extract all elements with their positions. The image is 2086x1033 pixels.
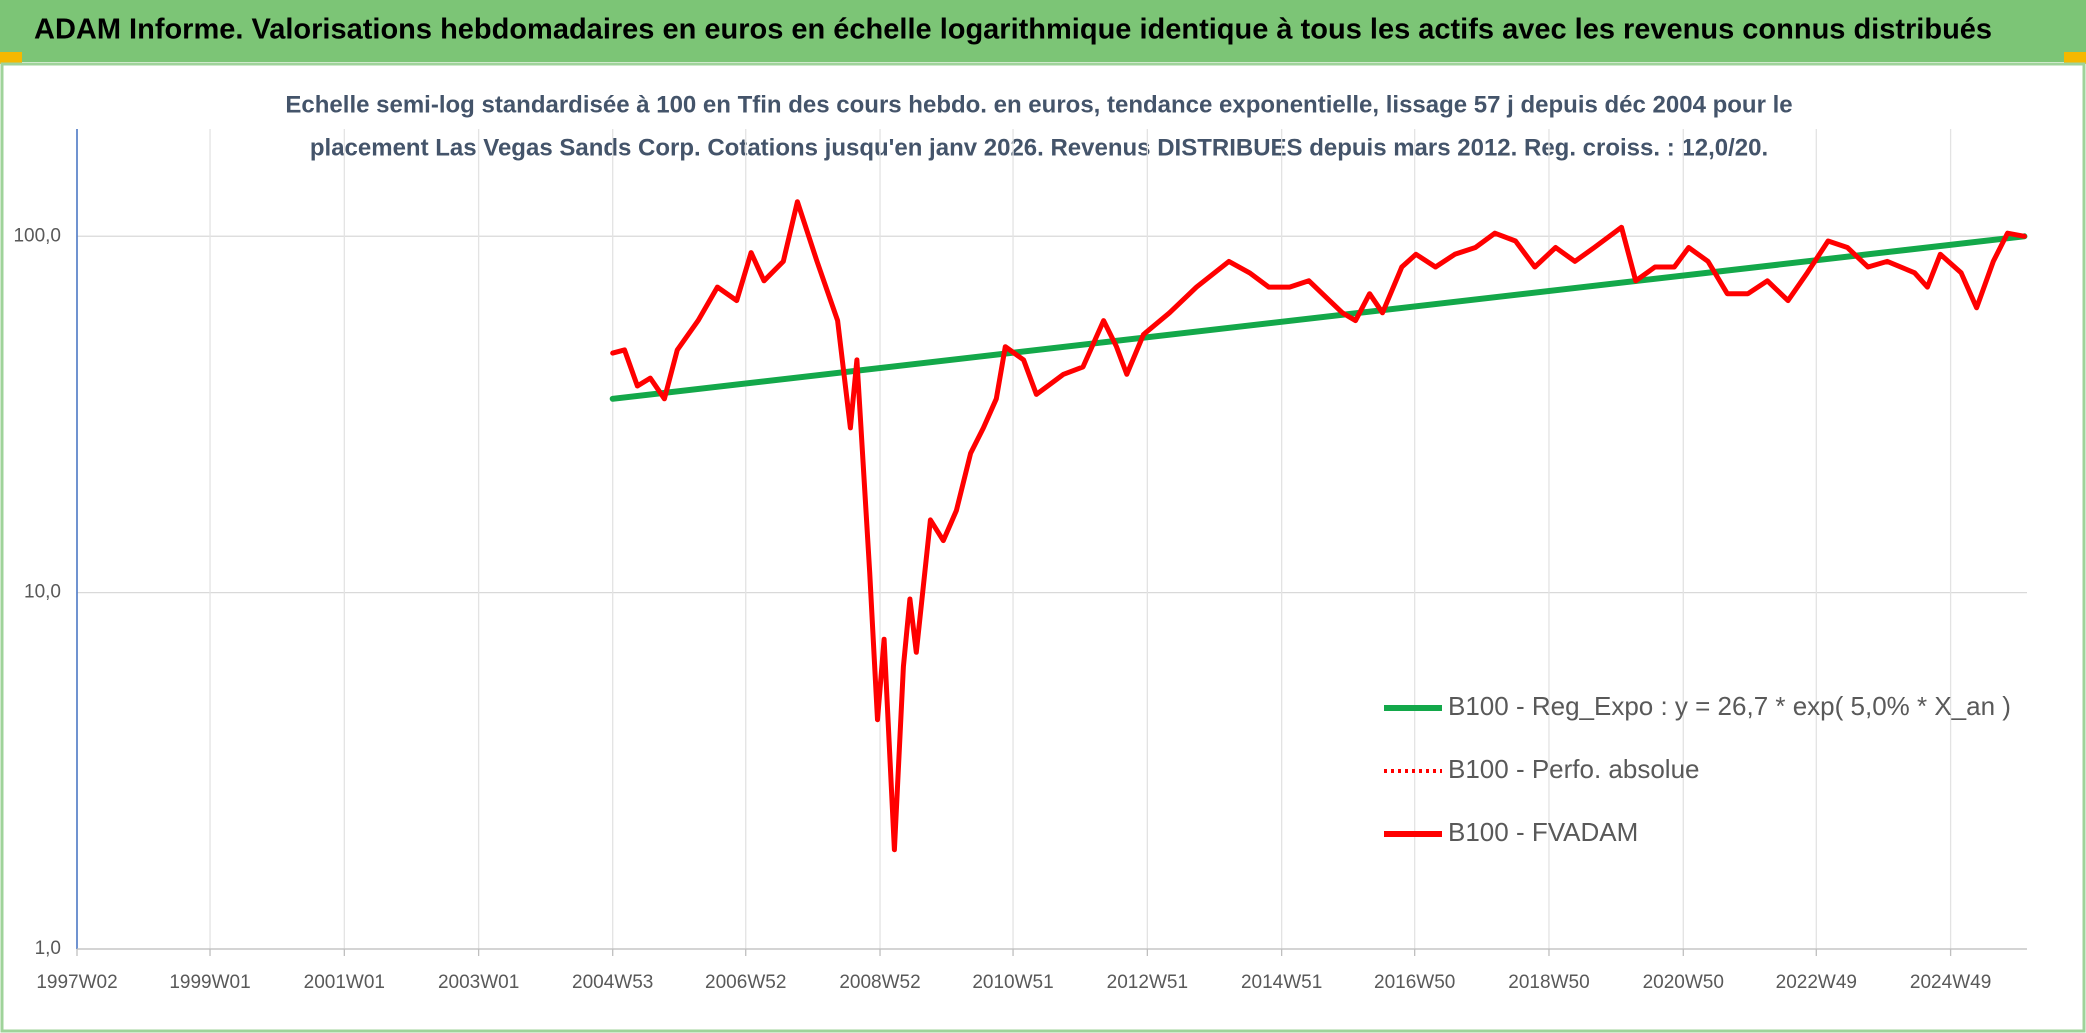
y-tick-label: 1,0 bbox=[35, 938, 61, 959]
x-tick-label: 2016W50 bbox=[1374, 972, 1455, 993]
header-bar bbox=[0, 0, 2086, 62]
y-tick-label: 10,0 bbox=[24, 582, 61, 603]
x-tick-label: 2024W49 bbox=[1910, 972, 1991, 993]
x-tick-label: 2012W51 bbox=[1107, 972, 1188, 993]
header-title: ADAM Informe. Valorisations hebdomadaire… bbox=[34, 14, 1992, 46]
x-tick-label: 2010W51 bbox=[972, 972, 1053, 993]
frame bbox=[0, 62, 2086, 1033]
x-tick-label: 2003W01 bbox=[438, 972, 519, 993]
series-line bbox=[609, 233, 2028, 402]
x-tick-label: 2020W50 bbox=[1643, 972, 1724, 993]
x-tick-label: 1999W01 bbox=[169, 972, 250, 993]
x-tick-label: 2004W53 bbox=[572, 972, 653, 993]
corner-mark bbox=[2064, 52, 2086, 64]
x-tick-label: 2014W51 bbox=[1241, 972, 1322, 993]
subtitle: Echelle semi-log standardisée à 100 en T… bbox=[285, 91, 1792, 118]
x-tick-label: 2006W52 bbox=[705, 972, 786, 993]
subtitle: placement Las Vegas Sands Corp. Cotation… bbox=[310, 134, 1768, 161]
legend-label: B100 - Reg_Expo : y = 26,7 * exp( 5,0% *… bbox=[1448, 691, 2011, 721]
x-tick-label: 2022W49 bbox=[1776, 972, 1857, 993]
y-tick-label: 100,0 bbox=[13, 225, 61, 246]
x-tick-label: 2018W50 bbox=[1508, 972, 1589, 993]
legend-label: B100 - FVADAM bbox=[1448, 817, 1638, 847]
x-tick-label: 2008W52 bbox=[839, 972, 920, 993]
corner-mark bbox=[0, 52, 22, 64]
legend-label: B100 - Perfo. absolue bbox=[1448, 754, 1700, 784]
series-line bbox=[610, 199, 2027, 853]
x-tick-label: 1997W02 bbox=[36, 972, 117, 993]
x-tick-label: 2001W01 bbox=[304, 972, 385, 993]
